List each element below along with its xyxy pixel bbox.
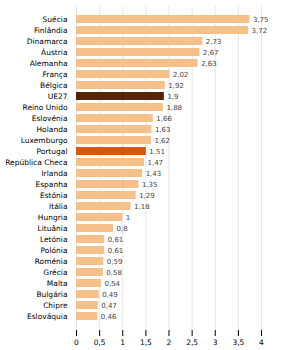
svg-text:Luxemburgo: Luxemburgo [21,136,68,145]
svg-text:1: 1 [120,338,125,347]
svg-text:2: 2 [167,338,172,347]
svg-text:França: França [43,70,68,79]
svg-text:Bulgária: Bulgária [36,290,67,299]
svg-text:Dinamarca: Dinamarca [27,37,68,46]
svg-text:Hungria: Hungria [38,213,68,222]
svg-text:Holanda: Holanda [36,125,67,134]
svg-text:Malta: Malta [47,279,68,288]
svg-text:0,61: 0,61 [108,247,124,255]
svg-text:2,73: 2,73 [206,38,222,46]
svg-text:0,47: 0,47 [101,302,117,310]
svg-text:3,75: 3,75 [253,16,269,24]
svg-text:2,63: 2,63 [201,60,217,68]
svg-text:0,58: 0,58 [106,269,122,277]
svg-text:1,92: 1,92 [168,82,184,90]
svg-text:Grécia: Grécia [43,268,67,277]
svg-text:1,29: 1,29 [139,192,155,200]
svg-text:Reino Unido: Reino Unido [23,103,68,112]
svg-text:1,43: 1,43 [146,170,162,178]
svg-text:1,5: 1,5 [140,338,152,347]
svg-text:Alemanha: Alemanha [30,59,68,68]
svg-text:1,66: 1,66 [156,115,172,123]
svg-text:0,46: 0,46 [101,313,117,321]
svg-text:1,47: 1,47 [147,159,163,167]
svg-text:0,54: 0,54 [104,280,120,288]
svg-text:0: 0 [74,338,79,347]
svg-text:Eslovénia: Eslovénia [32,114,68,123]
svg-text:2,02: 2,02 [173,71,189,79]
svg-text:Letónia: Letónia [40,235,68,244]
svg-text:0,5: 0,5 [94,338,106,347]
svg-text:3,5: 3,5 [232,338,244,347]
svg-text:1,18: 1,18 [134,203,150,211]
svg-text:1: 1 [126,214,130,222]
svg-text:2,67: 2,67 [203,49,219,57]
svg-text:3: 3 [213,338,218,347]
svg-text:0,49: 0,49 [102,291,118,299]
svg-text:3,72: 3,72 [252,27,268,35]
svg-text:4: 4 [259,338,264,347]
svg-text:0,61: 0,61 [108,236,124,244]
svg-text:Suécia: Suécia [43,15,68,24]
svg-text:2,5: 2,5 [186,338,198,347]
svg-text:1,63: 1,63 [155,126,171,134]
svg-text:Lituânia: Lituânia [38,224,68,233]
svg-text:Chipre: Chipre [43,301,68,310]
svg-text:Itália: Itália [49,202,68,211]
svg-text:Estónia: Estónia [40,191,68,200]
svg-text:República Checa: República Checa [5,158,67,167]
svg-text:UE27: UE27 [48,92,68,101]
svg-text:Finlândia: Finlândia [34,26,67,35]
svg-text:0,8: 0,8 [117,225,128,233]
svg-text:Áustria: Áustria [41,48,68,57]
svg-text:Eslováquia: Eslováquia [27,312,68,321]
svg-text:Portugal: Portugal [36,147,67,156]
svg-text:1,35: 1,35 [142,181,158,189]
svg-text:1,9: 1,9 [167,93,178,101]
svg-text:0,59: 0,59 [107,258,123,266]
svg-text:Irlanda: Irlanda [41,169,67,178]
svg-text:1,62: 1,62 [154,137,170,145]
svg-text:Roménia: Roménia [35,257,68,266]
svg-text:Polónia: Polónia [41,246,68,255]
svg-text:Bélgica: Bélgica [40,81,67,90]
svg-text:1,88: 1,88 [166,104,182,112]
svg-text:Espanha: Espanha [35,180,67,189]
svg-text:1,51: 1,51 [149,148,165,156]
